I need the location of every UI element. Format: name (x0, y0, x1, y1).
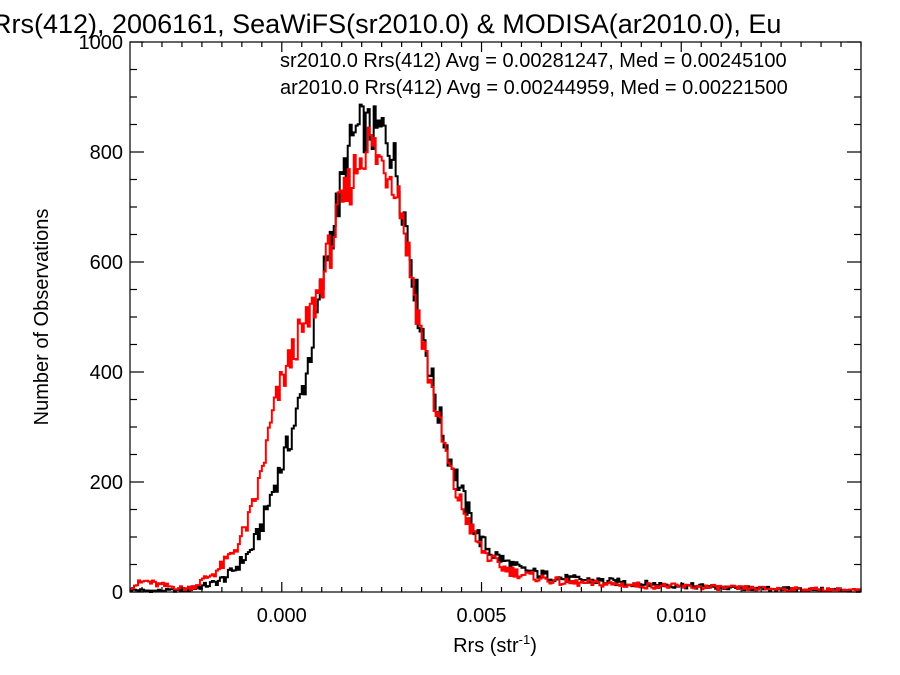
y-axis: 0 200 400 600 800 1000 (79, 32, 861, 604)
x-tick-label: 0.000 (257, 605, 307, 627)
x-tick-label: 0.005 (456, 605, 506, 627)
x-axis-label-close: ) (530, 635, 537, 657)
y-axis-label: Number of Observations (31, 209, 53, 426)
x-tick-label: 0.010 (656, 605, 706, 627)
y-tick-label: 600 (90, 252, 123, 274)
x-axis-label-main: Rrs (str (453, 635, 519, 657)
y-tick-label: 400 (90, 362, 123, 384)
y-tick-label: 0 (112, 582, 123, 604)
chart-title: Rrs(412), 2006161, SeaWiFS(sr2010.0) & M… (0, 9, 781, 39)
y-tick-label: 800 (90, 142, 123, 164)
y-tick-label: 1000 (79, 32, 124, 54)
series-group (130, 103, 861, 593)
x-axis-label: Rrs (str-1) (453, 632, 537, 657)
series-line-ar2010 (130, 126, 861, 593)
x-axis-label-superscript: -1 (519, 632, 531, 647)
x-axis: 0.000 0.005 0.010 (141, 42, 862, 627)
legend: sr2010.0 Rrs(412) Avg = 0.00281247, Med … (280, 50, 788, 99)
legend-entry-ar2010: ar2010.0 Rrs(412) Avg = 0.00244959, Med … (280, 77, 788, 99)
y-tick-label: 200 (90, 472, 123, 494)
legend-entry-sr2010: sr2010.0 Rrs(412) Avg = 0.00281247, Med … (280, 50, 787, 72)
